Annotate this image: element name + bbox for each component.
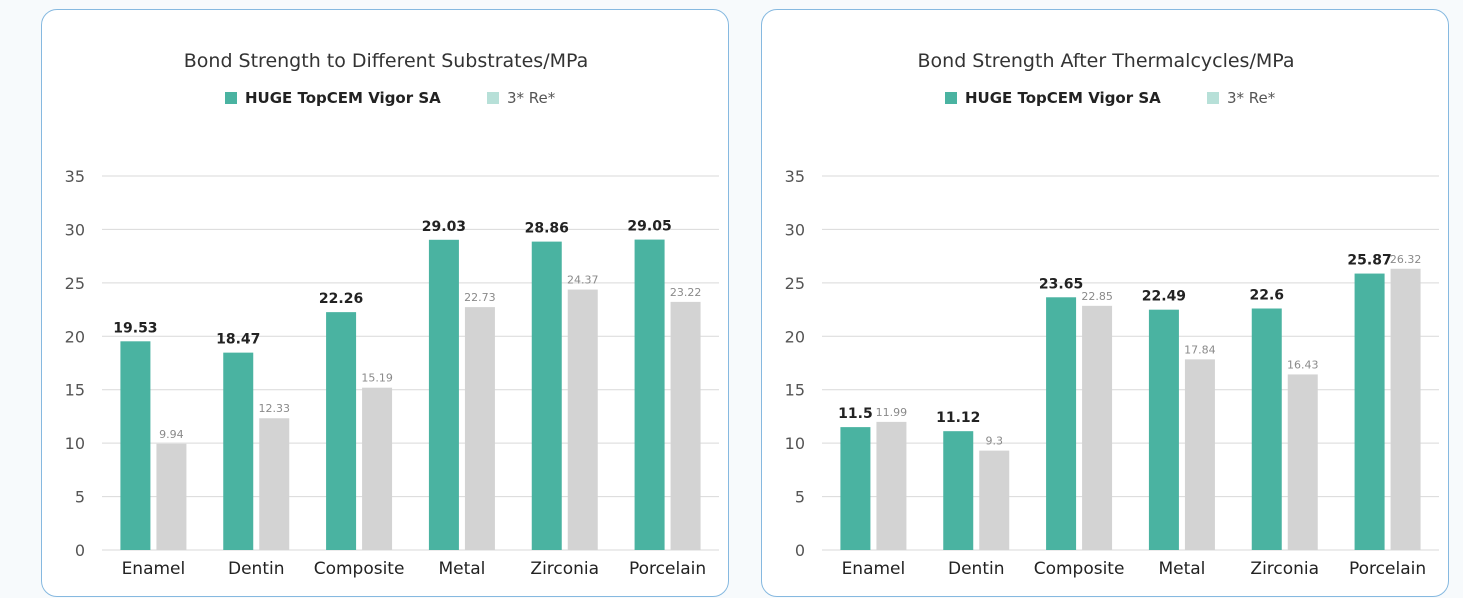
x-tick-label: Dentin <box>228 559 285 579</box>
legend-swatch <box>945 92 957 104</box>
y-tick-label: 5 <box>795 488 805 507</box>
legend-label: 3* Re* <box>1227 89 1276 107</box>
y-tick-label: 30 <box>785 220 805 239</box>
y-tick-label: 15 <box>785 381 805 400</box>
bar-zirconia-series-a <box>531 241 562 550</box>
bar-porcelain-series-b <box>670 301 701 550</box>
data-label-series-b: 24.37 <box>567 274 599 287</box>
legend-label: 3* Re* <box>507 89 556 107</box>
bar-enamel-series-b <box>156 443 187 550</box>
y-tick-label: 10 <box>65 434 85 453</box>
bar-enamel-series-b <box>876 421 907 550</box>
chart-card-thermalcycles: Bond Strength After Thermalcycles/MPa HUG… <box>761 9 1449 597</box>
bar-enamel-series-a <box>120 341 151 550</box>
data-label-series-b: 9.3 <box>986 435 1004 448</box>
y-tick-label: 35 <box>785 167 805 186</box>
bar-porcelain-series-a <box>1354 273 1385 550</box>
data-label-series-b: 9.94 <box>159 428 184 441</box>
y-tick-label: 20 <box>785 327 805 346</box>
bar-composite-series-b <box>1082 305 1113 550</box>
legend-swatch <box>487 92 499 104</box>
y-tick-label: 10 <box>785 434 805 453</box>
data-label-series-b: 16.43 <box>1287 358 1319 371</box>
data-label-series-a: 22.26 <box>319 291 363 307</box>
chart-thermalcycles: Bond Strength After Thermalcycles/MPa HUG… <box>785 50 1439 579</box>
bar-composite-series-a <box>1046 297 1077 550</box>
x-tick-label: Porcelain <box>629 559 706 579</box>
legend-label: HUGE TopCEM Vigor SA <box>245 89 441 107</box>
bar-dentin-series-b <box>259 418 290 550</box>
data-label-series-b: 22.73 <box>464 291 496 304</box>
x-tick-label: Porcelain <box>1349 559 1426 579</box>
bar-metal-series-b <box>464 307 495 550</box>
bar-dentin-series-b <box>979 450 1010 550</box>
data-label-series-b: 12.33 <box>259 402 291 415</box>
data-label-series-a: 29.03 <box>422 219 466 235</box>
y-tick-label: 25 <box>785 274 805 293</box>
data-label-series-b: 22.85 <box>1081 290 1113 303</box>
data-label-series-a: 23.65 <box>1039 276 1083 292</box>
bar-metal-series-b <box>1184 359 1215 550</box>
bar-metal-series-a <box>428 239 459 551</box>
x-tick-label: Composite <box>314 559 405 579</box>
chart-title: Bond Strength to Different Substrates/MP… <box>184 50 589 72</box>
y-tick-label: 20 <box>65 327 85 346</box>
chart-card-substrates: Bond Strength to Different Substrates/MP… <box>41 9 729 597</box>
y-tick-label: 0 <box>795 541 805 560</box>
chart-substrates: Bond Strength to Different Substrates/MP… <box>65 50 719 579</box>
bar-zirconia-series-b <box>567 289 598 550</box>
data-label-series-a: 25.87 <box>1347 253 1391 269</box>
y-tick-label: 5 <box>75 488 85 507</box>
bar-dentin-series-a <box>223 352 254 550</box>
data-label-series-a: 28.86 <box>525 221 569 237</box>
bar-zirconia-series-a <box>1251 308 1282 550</box>
data-label-series-b: 11.99 <box>876 406 908 419</box>
x-tick-label: Composite <box>1034 559 1125 579</box>
data-label-series-a: 29.05 <box>627 219 671 235</box>
y-tick-label: 25 <box>65 274 85 293</box>
bar-composite-series-b <box>362 387 393 550</box>
bar-dentin-series-a <box>943 431 974 550</box>
data-label-series-b: 26.32 <box>1390 253 1422 266</box>
data-label-series-a: 11.12 <box>936 410 980 426</box>
bar-enamel-series-a <box>840 427 871 550</box>
chart-title: Bond Strength After Thermalcycles/MPa <box>918 50 1295 72</box>
data-label-series-b: 17.84 <box>1184 343 1216 356</box>
data-label-series-a: 18.47 <box>216 332 260 348</box>
y-tick-label: 30 <box>65 220 85 239</box>
data-label-series-a: 22.49 <box>1142 289 1186 305</box>
x-tick-label: Metal <box>1158 559 1205 579</box>
data-label-series-a: 19.53 <box>113 320 157 336</box>
data-label-series-b: 15.19 <box>361 372 393 385</box>
y-tick-label: 35 <box>65 167 85 186</box>
x-tick-label: Zirconia <box>530 559 599 579</box>
y-tick-label: 15 <box>65 381 85 400</box>
x-tick-label: Zirconia <box>1250 559 1319 579</box>
x-tick-label: Enamel <box>122 559 186 579</box>
data-label-series-b: 23.22 <box>670 286 702 299</box>
bar-porcelain-series-a <box>634 239 665 550</box>
legend-swatch <box>1207 92 1219 104</box>
y-tick-label: 0 <box>75 541 85 560</box>
bar-zirconia-series-b <box>1287 374 1318 550</box>
bar-porcelain-series-b <box>1390 268 1421 550</box>
x-tick-label: Enamel <box>842 559 906 579</box>
bar-metal-series-a <box>1148 309 1179 550</box>
legend-label: HUGE TopCEM Vigor SA <box>965 89 1161 107</box>
data-label-series-a: 22.6 <box>1249 288 1284 304</box>
legend-swatch <box>225 92 237 104</box>
bar-composite-series-a <box>326 312 357 550</box>
x-tick-label: Metal <box>438 559 485 579</box>
data-label-series-a: 11.5 <box>838 406 873 422</box>
x-tick-label: Dentin <box>948 559 1005 579</box>
